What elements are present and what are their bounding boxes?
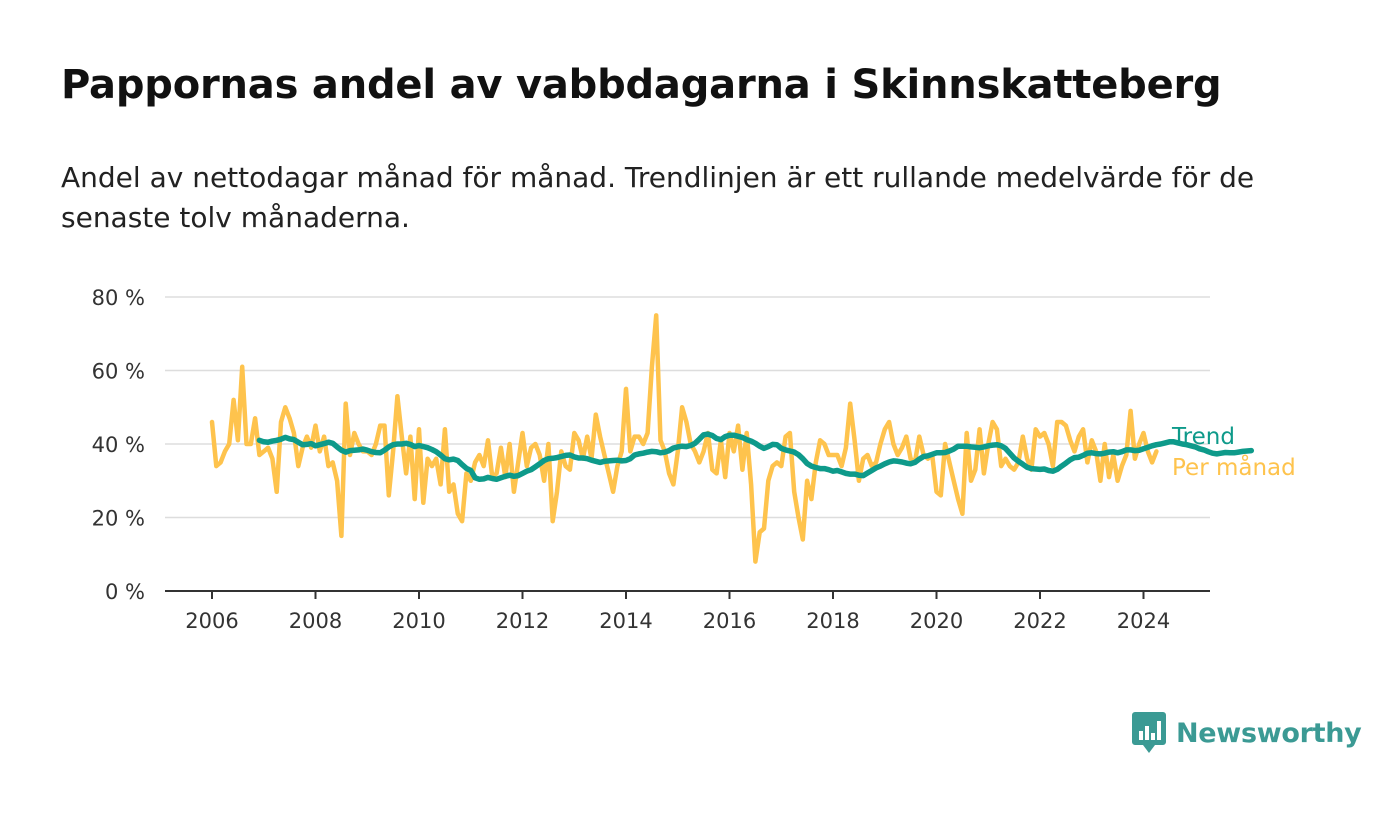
chart-subtitle: Andel av nettodagar månad för månad. Tre…	[61, 161, 1255, 234]
legend-label-trend: Trend	[1171, 424, 1235, 450]
x-tick-label: 2012	[496, 609, 549, 633]
legend-label-per-manad: Per månad	[1172, 453, 1296, 481]
series-line-trend	[256, 431, 1255, 483]
x-tick-label: 2016	[703, 609, 756, 633]
y-tick-label: 80 %	[92, 286, 145, 310]
newsworthy-logo[interactable]: Newsworthy	[1132, 712, 1362, 754]
legend: Per månad Trend	[1171, 424, 1296, 481]
chart-title: Pappornas andel av vabbdagarna i Skinnsk…	[61, 62, 1222, 108]
newsworthy-logo-text: Newsworthy	[1176, 717, 1362, 749]
x-tick-label: 2018	[806, 609, 859, 633]
series-line-per-manad	[209, 313, 1159, 564]
y-axis-ticks: 0 % 20 % 40 % 60 % 80 %	[92, 286, 145, 604]
y-tick-label: 60 %	[92, 360, 145, 384]
x-tick-label: 2014	[599, 609, 652, 633]
x-tick-label: 2010	[392, 609, 445, 633]
line-chart: 0 % 20 % 40 % 60 % 80 % 2006 2008 2010 2012 2014…	[92, 286, 1296, 633]
x-tick-label: 2022	[1013, 609, 1066, 633]
x-axis: 2006 2008 2010 2012 2014 2016 2018 2020 2022 2024	[165, 590, 1210, 633]
series-lines	[209, 313, 1255, 564]
newsworthy-logo-icon	[1132, 712, 1166, 753]
x-tick-label: 2008	[289, 609, 342, 633]
y-tick-label: 20 %	[92, 507, 145, 531]
x-tick-label: 2020	[910, 609, 963, 633]
y-tick-label: 40 %	[92, 433, 145, 457]
x-tick-label: 2006	[185, 609, 238, 633]
gridlines	[165, 296, 1210, 519]
x-tick-label: 2024	[1117, 609, 1170, 633]
y-tick-label: 0 %	[105, 580, 145, 604]
